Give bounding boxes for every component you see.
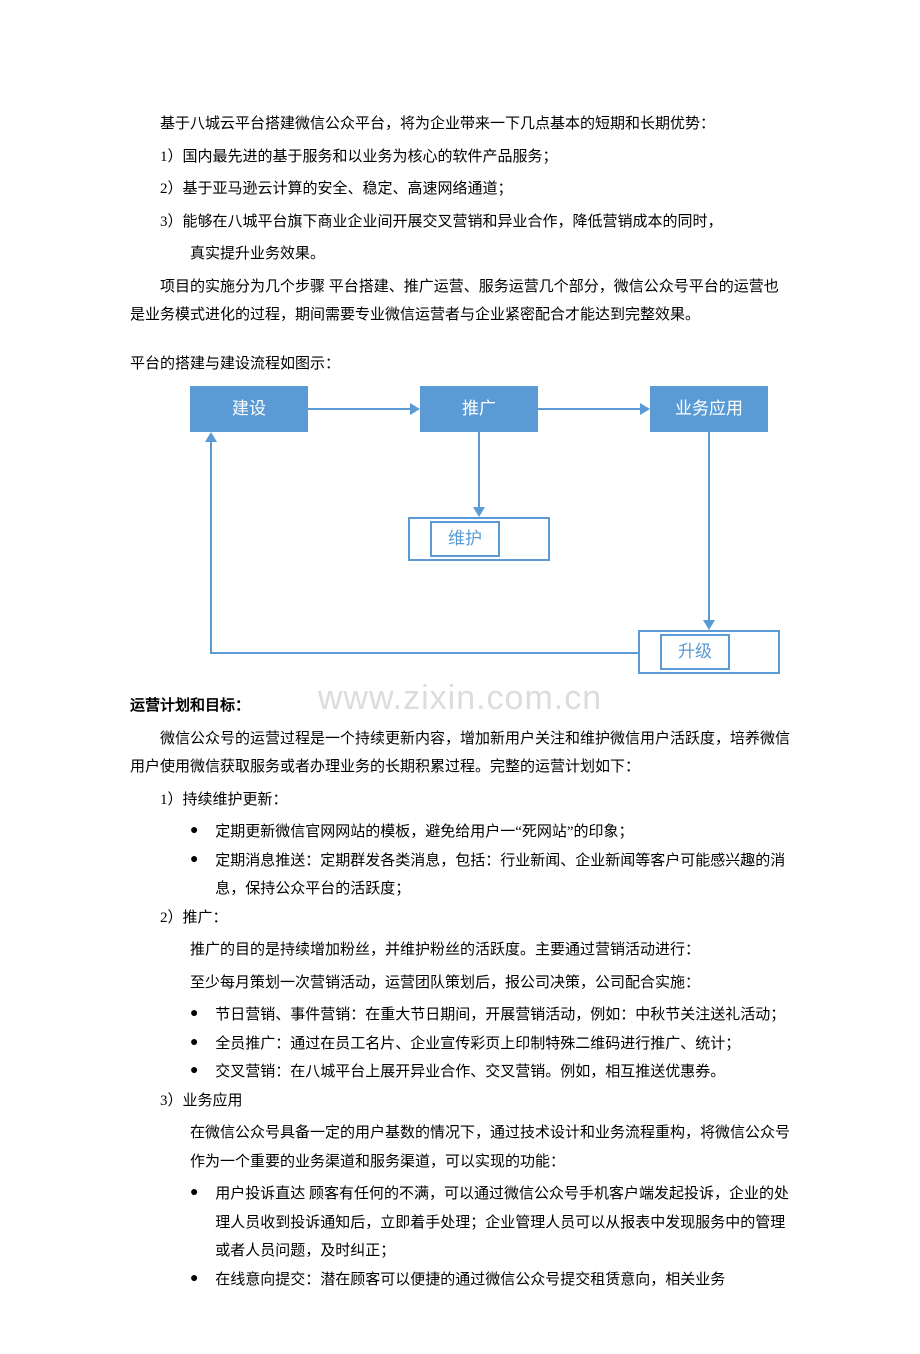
edge-feedback-h	[210, 652, 638, 654]
bullet-icon: ●	[190, 847, 215, 874]
edge-promote-apply	[538, 408, 640, 410]
ops-s2-b2: ●全员推广：通过在员工名片、企业宣传彩页上印制特殊二维码进行推广、统计；	[130, 1030, 790, 1059]
bullet-icon: ●	[190, 1058, 215, 1085]
flow-diagram: 建设 推广 业务应用 维护 升级 www.zixin.com.cn	[150, 386, 770, 686]
intro-pt1: 1）国内最先进的基于服务和以业务为核心的软件产品服务；	[130, 143, 790, 172]
bullet-icon: ●	[190, 818, 215, 845]
edge-feedback-v	[210, 442, 212, 654]
ops-s2-title: 2）推广：	[130, 904, 790, 933]
ops-heading: 运营计划和目标：	[130, 692, 790, 721]
ops-s3-line1: 在微信公众号具备一定的用户基数的情况下，通过技术设计和业务流程重构，将微信公众号…	[130, 1119, 790, 1176]
bullet-text: 节日营销、事件营销：在重大节日期间，开展营销活动，例如：中秋节关注送礼活动；	[215, 1001, 790, 1030]
ops-s1-b2: ●定期消息推送：定期群发各类消息，包括：行业新闻、企业新闻等客户可能感兴趣的消息…	[130, 847, 790, 904]
ops-s3-title: 3）业务应用	[130, 1087, 790, 1116]
bullet-text: 全员推广：通过在员工名片、企业宣传彩页上印制特殊二维码进行推广、统计；	[215, 1030, 790, 1059]
ops-s1-b1: ●定期更新微信官网网站的模板，避免给用户一“死网站”的印象；	[130, 818, 790, 847]
node-apply: 业务应用	[650, 386, 768, 432]
ops-s2-line2: 至少每月策划一次营销活动，运营团队策划后，报公司决策，公司配合实施：	[130, 969, 790, 998]
bullet-text: 交叉营销：在八城平台上展开异业合作、交叉营销。例如，相互推送优惠券。	[215, 1058, 790, 1087]
bullet-text: 在线意向提交：潜在顾客可以便捷的通过微信公众号提交租赁意向，相关业务	[215, 1266, 790, 1295]
edge-promote-maintain	[478, 432, 480, 507]
arrow-feedback	[205, 432, 217, 442]
bullet-text: 定期消息推送：定期群发各类消息，包括：行业新闻、企业新闻等客户可能感兴趣的消息，…	[215, 847, 790, 904]
edge-apply-upgrade	[708, 432, 710, 620]
intro-pt3a: 3）能够在八城平台旗下商业企业间开展交叉营销和异业合作，降低营销成本的同时，	[130, 208, 790, 237]
ops-intro: 微信公众号的运营过程是一个持续更新内容，增加新用户关注和维护微信用户活跃度，培养…	[130, 725, 790, 782]
node-promote: 推广	[420, 386, 538, 432]
intro-line: 基于八城云平台搭建微信公众平台，将为企业带来一下几点基本的短期和长期优势：	[130, 110, 790, 139]
ops-s1-title: 1）持续维护更新：	[130, 786, 790, 815]
ops-s2-b3: ●交叉营销：在八城平台上展开异业合作、交叉营销。例如，相互推送优惠券。	[130, 1058, 790, 1087]
node-build: 建设	[190, 386, 308, 432]
diagram-caption: 平台的搭建与建设流程如图示：	[130, 350, 790, 379]
ops-s2-line1: 推广的目的是持续增加粉丝，并维护粉丝的活跃度。主要通过营销活动进行：	[130, 936, 790, 965]
arrow-build-promote	[410, 403, 420, 415]
intro-pt3b: 真实提升业务效果。	[130, 240, 790, 269]
bullet-icon: ●	[190, 1030, 215, 1057]
intro-pt2: 2）基于亚马逊云计算的安全、稳定、高速网络通道；	[130, 175, 790, 204]
arrow-promote-apply	[640, 403, 650, 415]
arrow-promote-maintain	[473, 507, 485, 517]
ops-s3-b1: ●用户投诉直达 顾客有任何的不满，可以通过微信公众号手机客户端发起投诉，企业的处…	[130, 1180, 790, 1266]
edge-build-promote	[308, 408, 410, 410]
intro-para2: 项目的实施分为几个步骤 平台搭建、推广运营、服务运营几个部分，微信公众号平台的运…	[130, 273, 790, 330]
bullet-icon: ●	[190, 1180, 215, 1207]
ops-s3-b2: ●在线意向提交：潜在顾客可以便捷的通过微信公众号提交租赁意向，相关业务	[130, 1266, 790, 1295]
bullet-icon: ●	[190, 1001, 215, 1028]
bullet-text: 定期更新微信官网网站的模板，避免给用户一“死网站”的印象；	[215, 818, 790, 847]
arrow-apply-upgrade	[703, 620, 715, 630]
node-upgrade: 升级	[660, 634, 730, 670]
bullet-icon: ●	[190, 1266, 215, 1293]
node-maintain: 维护	[430, 521, 500, 557]
ops-s2-b1: ●节日营销、事件营销：在重大节日期间，开展营销活动，例如：中秋节关注送礼活动；	[130, 1001, 790, 1030]
bullet-text: 用户投诉直达 顾客有任何的不满，可以通过微信公众号手机客户端发起投诉，企业的处理…	[215, 1180, 790, 1266]
